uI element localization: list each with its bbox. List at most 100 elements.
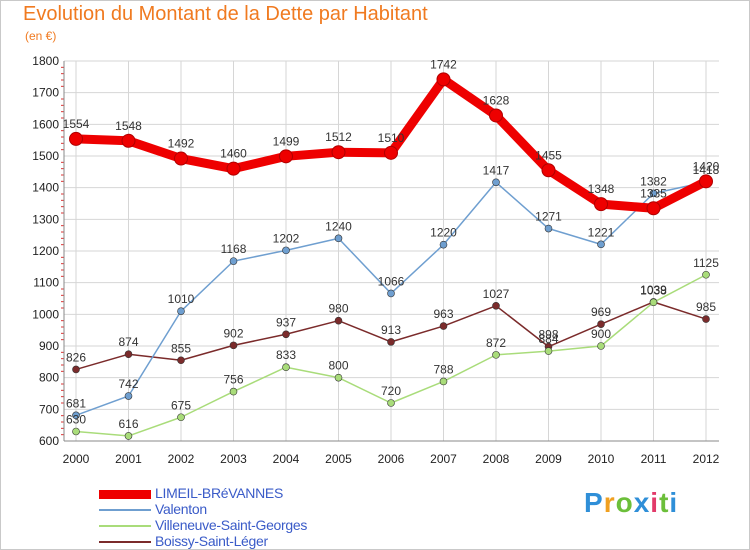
data-label: 913 bbox=[381, 323, 401, 337]
logo-letter: i bbox=[669, 487, 679, 518]
x-tick-label: 2002 bbox=[168, 452, 195, 466]
data-label: 1548 bbox=[115, 119, 142, 133]
data-point bbox=[282, 246, 290, 255]
data-label: 675 bbox=[171, 398, 191, 412]
data-point bbox=[282, 363, 290, 372]
data-point bbox=[492, 301, 500, 310]
data-label: 884 bbox=[538, 332, 558, 346]
data-label: 1499 bbox=[273, 134, 300, 148]
data-point bbox=[177, 413, 185, 422]
proxiti-logo: Proxiti bbox=[584, 487, 678, 519]
data-point bbox=[646, 201, 661, 216]
data-label: 720 bbox=[381, 384, 401, 398]
data-label: 1271 bbox=[535, 210, 562, 224]
data-label: 969 bbox=[591, 305, 611, 319]
data-point bbox=[387, 289, 395, 298]
data-label: 985 bbox=[696, 300, 716, 314]
logo-letter: t bbox=[659, 487, 670, 518]
data-label: 855 bbox=[171, 341, 191, 355]
x-tick-label: 2005 bbox=[325, 452, 352, 466]
data-label: 1039 bbox=[640, 283, 667, 297]
y-tick-label: 1500 bbox=[32, 149, 59, 163]
logo-letter: r bbox=[603, 487, 616, 518]
data-point bbox=[229, 387, 238, 396]
data-label: 833 bbox=[276, 348, 296, 362]
y-tick-label: 700 bbox=[39, 402, 59, 416]
y-tick-label: 1800 bbox=[32, 54, 59, 68]
data-point bbox=[331, 145, 346, 160]
data-point bbox=[489, 108, 503, 123]
data-point bbox=[226, 161, 241, 176]
data-label: 1742 bbox=[430, 57, 457, 71]
data-point bbox=[229, 341, 238, 350]
data-label-layer: 826 874 855 902 937 980 913 963 1027 898 969 1039 98… bbox=[63, 57, 720, 431]
data-point bbox=[124, 392, 133, 400]
data-point bbox=[544, 224, 553, 233]
logo-letter: i bbox=[650, 487, 660, 518]
y-tick-label: 900 bbox=[39, 339, 59, 353]
data-point bbox=[439, 322, 448, 330]
y-tick-label: 1200 bbox=[32, 244, 59, 258]
data-label: 1512 bbox=[325, 130, 352, 144]
data-point bbox=[229, 257, 238, 265]
legend-label: LIMEIL-BRéVANNES bbox=[155, 485, 283, 501]
data-point bbox=[124, 432, 133, 440]
series-layer bbox=[69, 72, 713, 440]
data-label: 1220 bbox=[430, 226, 457, 240]
data-label: 1510 bbox=[378, 131, 405, 145]
logo-letter: o bbox=[615, 487, 634, 518]
data-point bbox=[492, 178, 500, 187]
y-tick-label: 600 bbox=[39, 434, 59, 448]
axis-layer: 600 700 800 900 1000 1100 1200 1300 1400 1500 1600… bbox=[32, 54, 719, 466]
data-label: 826 bbox=[66, 350, 86, 364]
line-chart: 600 700 800 900 1000 1100 1200 1300 1400 1500 1600… bbox=[32, 54, 720, 466]
data-point bbox=[492, 351, 500, 359]
y-tick-label: 1400 bbox=[32, 181, 59, 195]
data-point bbox=[541, 163, 556, 178]
data-point bbox=[121, 133, 136, 148]
data-label: 900 bbox=[591, 327, 611, 341]
y-tick-label: 800 bbox=[39, 371, 59, 385]
data-point bbox=[649, 298, 658, 307]
data-label: 1460 bbox=[220, 147, 247, 161]
x-tick-label: 2006 bbox=[378, 452, 405, 466]
data-point bbox=[597, 320, 605, 328]
legend-swatch bbox=[99, 509, 151, 511]
data-label: 1221 bbox=[588, 225, 615, 239]
data-label: 1418 bbox=[693, 163, 720, 177]
legend-label: Villeneuve-Saint-Georges bbox=[155, 517, 308, 533]
y-tick-label: 1000 bbox=[32, 307, 59, 321]
x-tick-label: 2000 bbox=[63, 452, 90, 466]
data-point bbox=[597, 240, 605, 249]
data-label: 874 bbox=[118, 335, 138, 349]
data-point bbox=[699, 174, 713, 189]
data-point bbox=[387, 338, 395, 346]
data-label: 616 bbox=[118, 417, 138, 431]
data-point bbox=[384, 145, 398, 160]
y-tick-label: 1600 bbox=[32, 117, 59, 131]
data-label: 1168 bbox=[221, 242, 247, 256]
data-label: 1382 bbox=[640, 174, 667, 188]
data-point bbox=[436, 72, 451, 87]
y-tick-label: 1700 bbox=[32, 86, 59, 100]
legend-label: Boissy-Saint-Léger bbox=[155, 533, 268, 549]
data-point bbox=[177, 356, 185, 365]
data-label: 1125 bbox=[693, 256, 719, 270]
data-label: 756 bbox=[223, 373, 243, 387]
data-label: 1335 bbox=[640, 186, 667, 200]
data-point bbox=[279, 149, 293, 164]
data-point bbox=[124, 350, 133, 359]
data-label: 963 bbox=[433, 307, 453, 321]
x-tick-label: 2009 bbox=[535, 452, 562, 466]
data-label: 1628 bbox=[483, 93, 510, 107]
x-tick-label: 2004 bbox=[273, 452, 300, 466]
data-label: 1010 bbox=[168, 292, 195, 306]
data-label: 1455 bbox=[535, 148, 562, 162]
logo-letter: x bbox=[633, 487, 651, 518]
data-label: 1492 bbox=[168, 137, 195, 151]
chart-subtitle: (en €) bbox=[25, 29, 57, 43]
data-point bbox=[439, 377, 448, 386]
data-label: 630 bbox=[66, 413, 86, 427]
data-label: 1348 bbox=[588, 182, 615, 196]
data-point bbox=[594, 197, 608, 212]
